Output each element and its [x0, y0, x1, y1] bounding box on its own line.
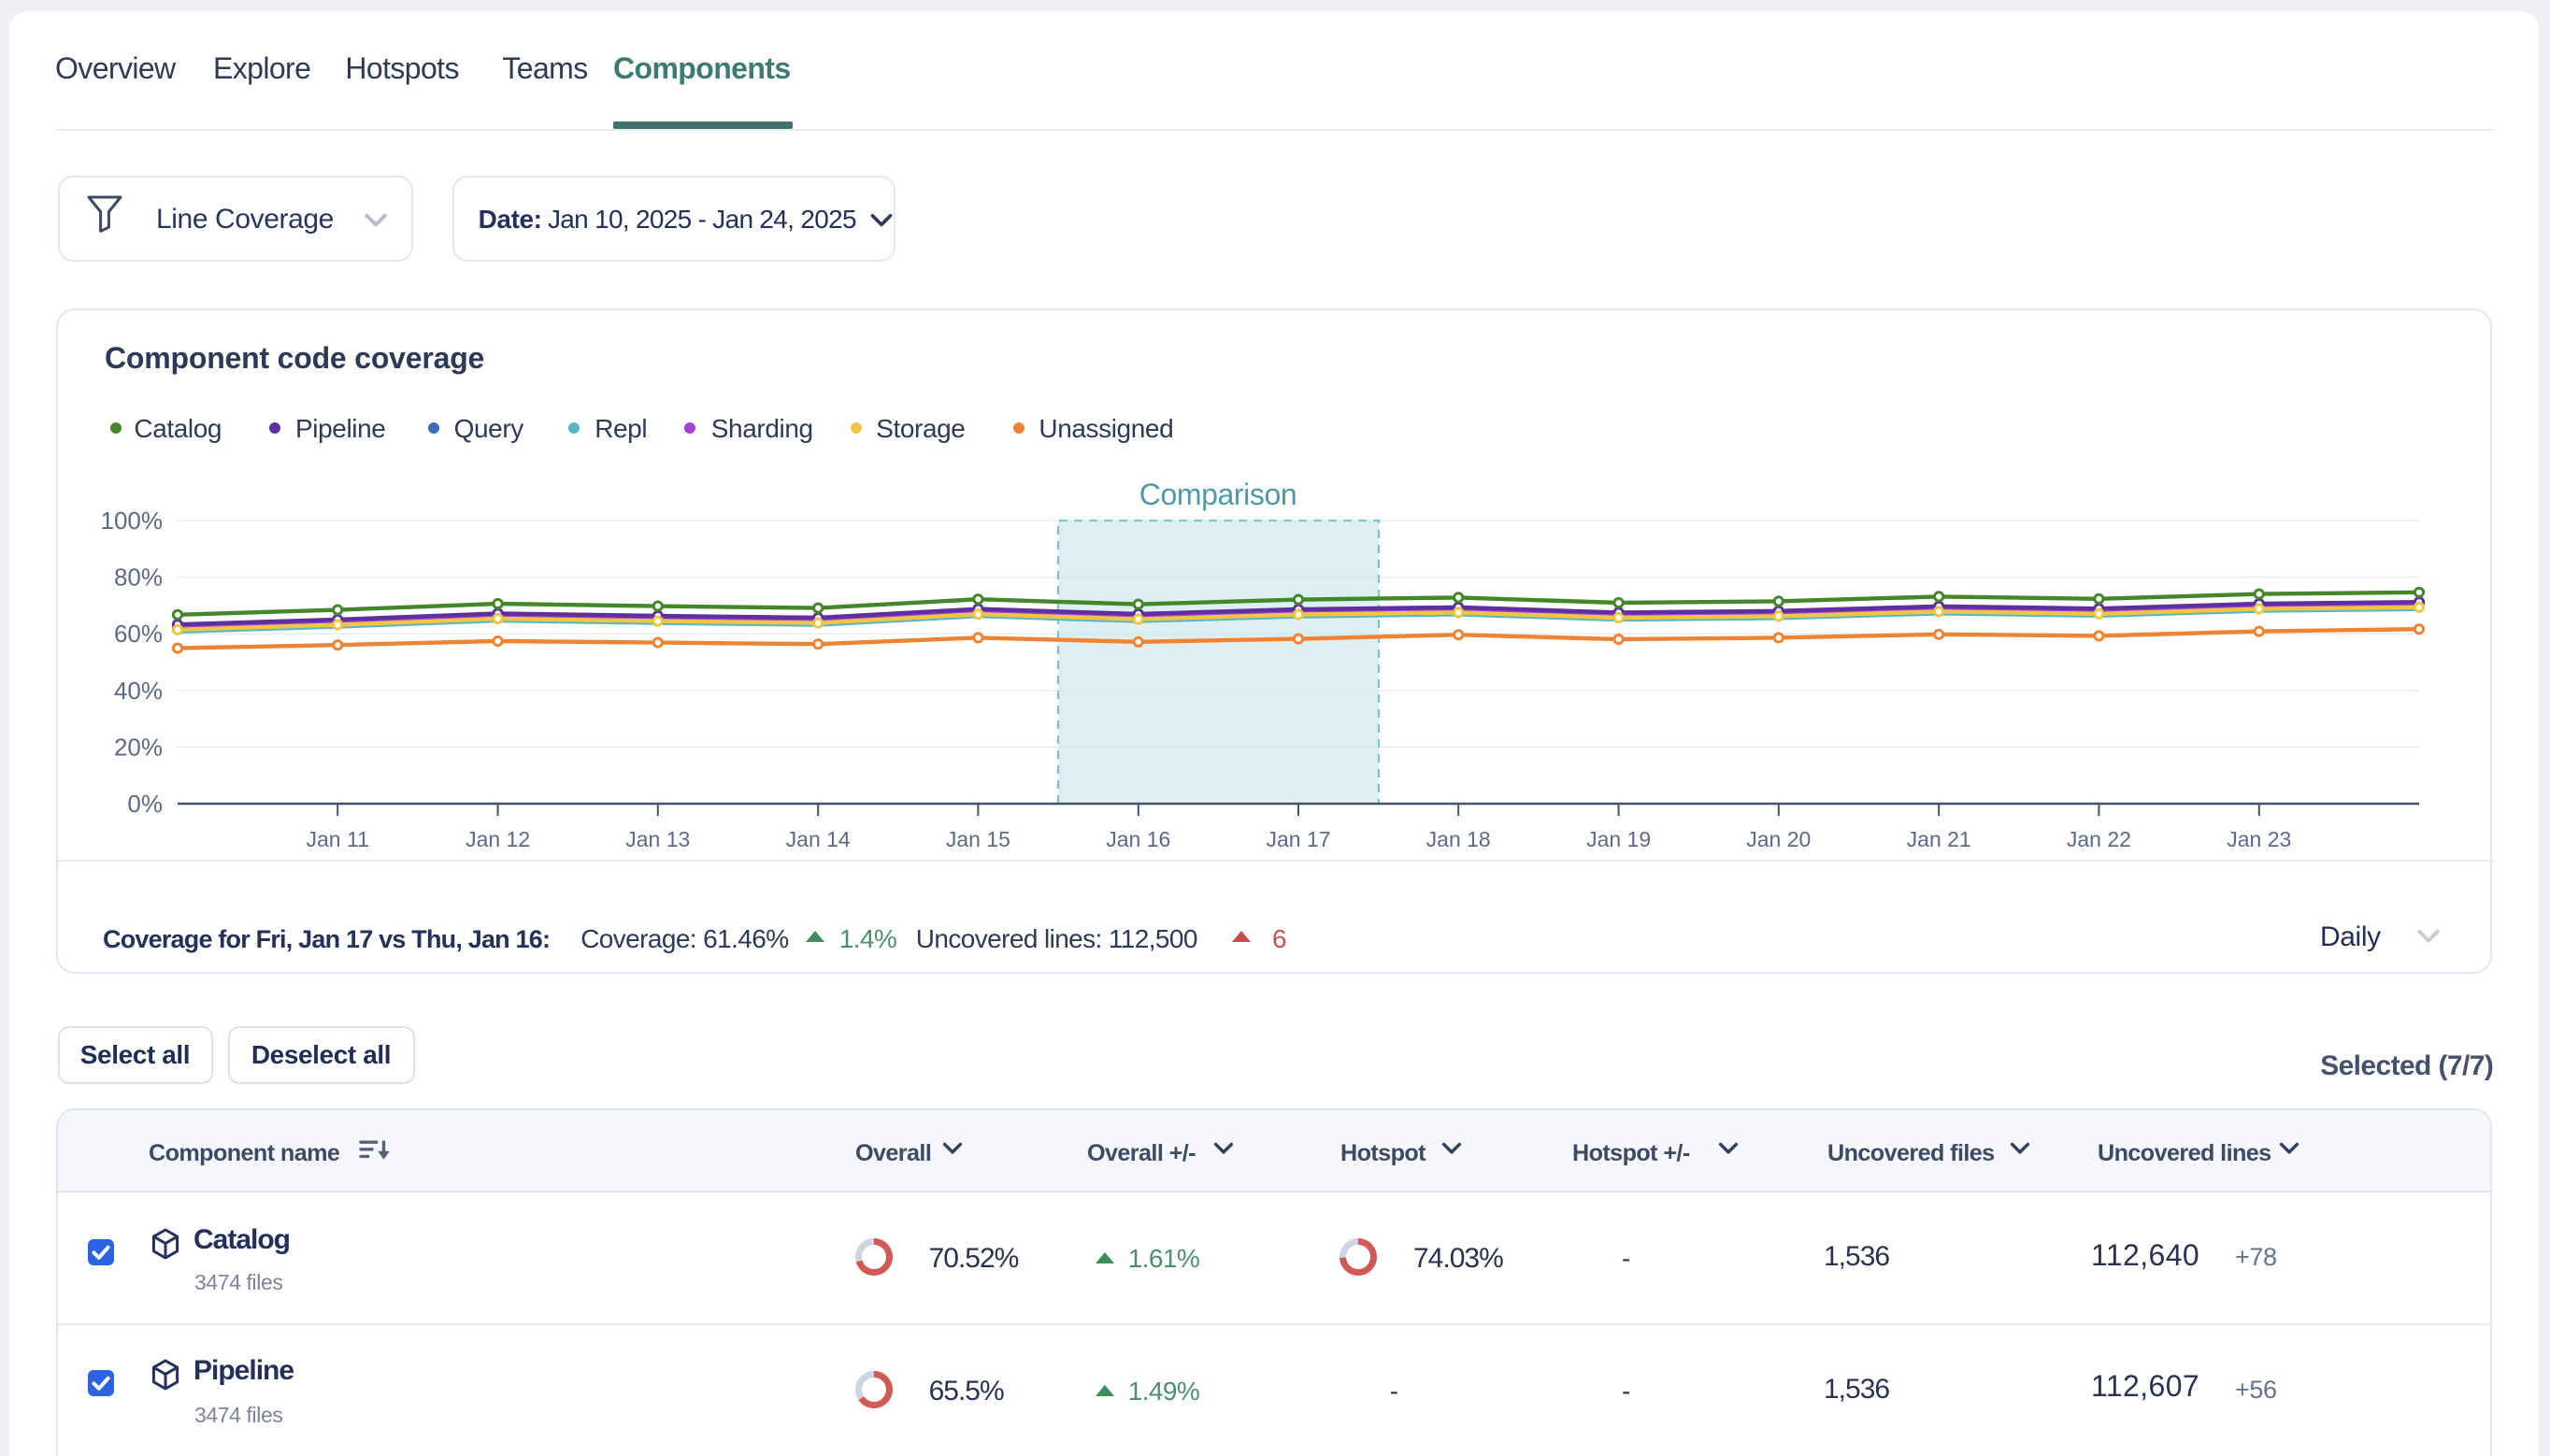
svg-text:Jan 19: Jan 19 [1586, 827, 1651, 851]
svg-text:Jan 17: Jan 17 [1266, 827, 1330, 851]
svg-text:Jan 20: Jan 20 [1746, 827, 1811, 851]
svg-text:40%: 40% [114, 677, 163, 705]
svg-text:Jan 11: Jan 11 [307, 827, 369, 851]
svg-text:Jan 22: Jan 22 [2067, 827, 2131, 851]
svg-text:Jan 23: Jan 23 [2227, 827, 2291, 851]
svg-text:Jan 13: Jan 13 [625, 827, 690, 851]
svg-text:60%: 60% [114, 620, 163, 648]
svg-text:Jan 16: Jan 16 [1106, 827, 1170, 851]
svg-text:Jan 21: Jan 21 [1907, 827, 1971, 851]
svg-text:0%: 0% [127, 790, 163, 818]
svg-text:Jan 12: Jan 12 [466, 827, 530, 851]
svg-text:Jan 18: Jan 18 [1426, 827, 1491, 851]
svg-text:Jan 15: Jan 15 [946, 827, 1010, 851]
svg-text:20%: 20% [114, 733, 163, 761]
svg-text:80%: 80% [114, 564, 163, 592]
svg-text:100%: 100% [101, 507, 164, 535]
svg-text:Comparison: Comparison [1139, 478, 1297, 511]
svg-text:Jan 14: Jan 14 [786, 827, 851, 851]
